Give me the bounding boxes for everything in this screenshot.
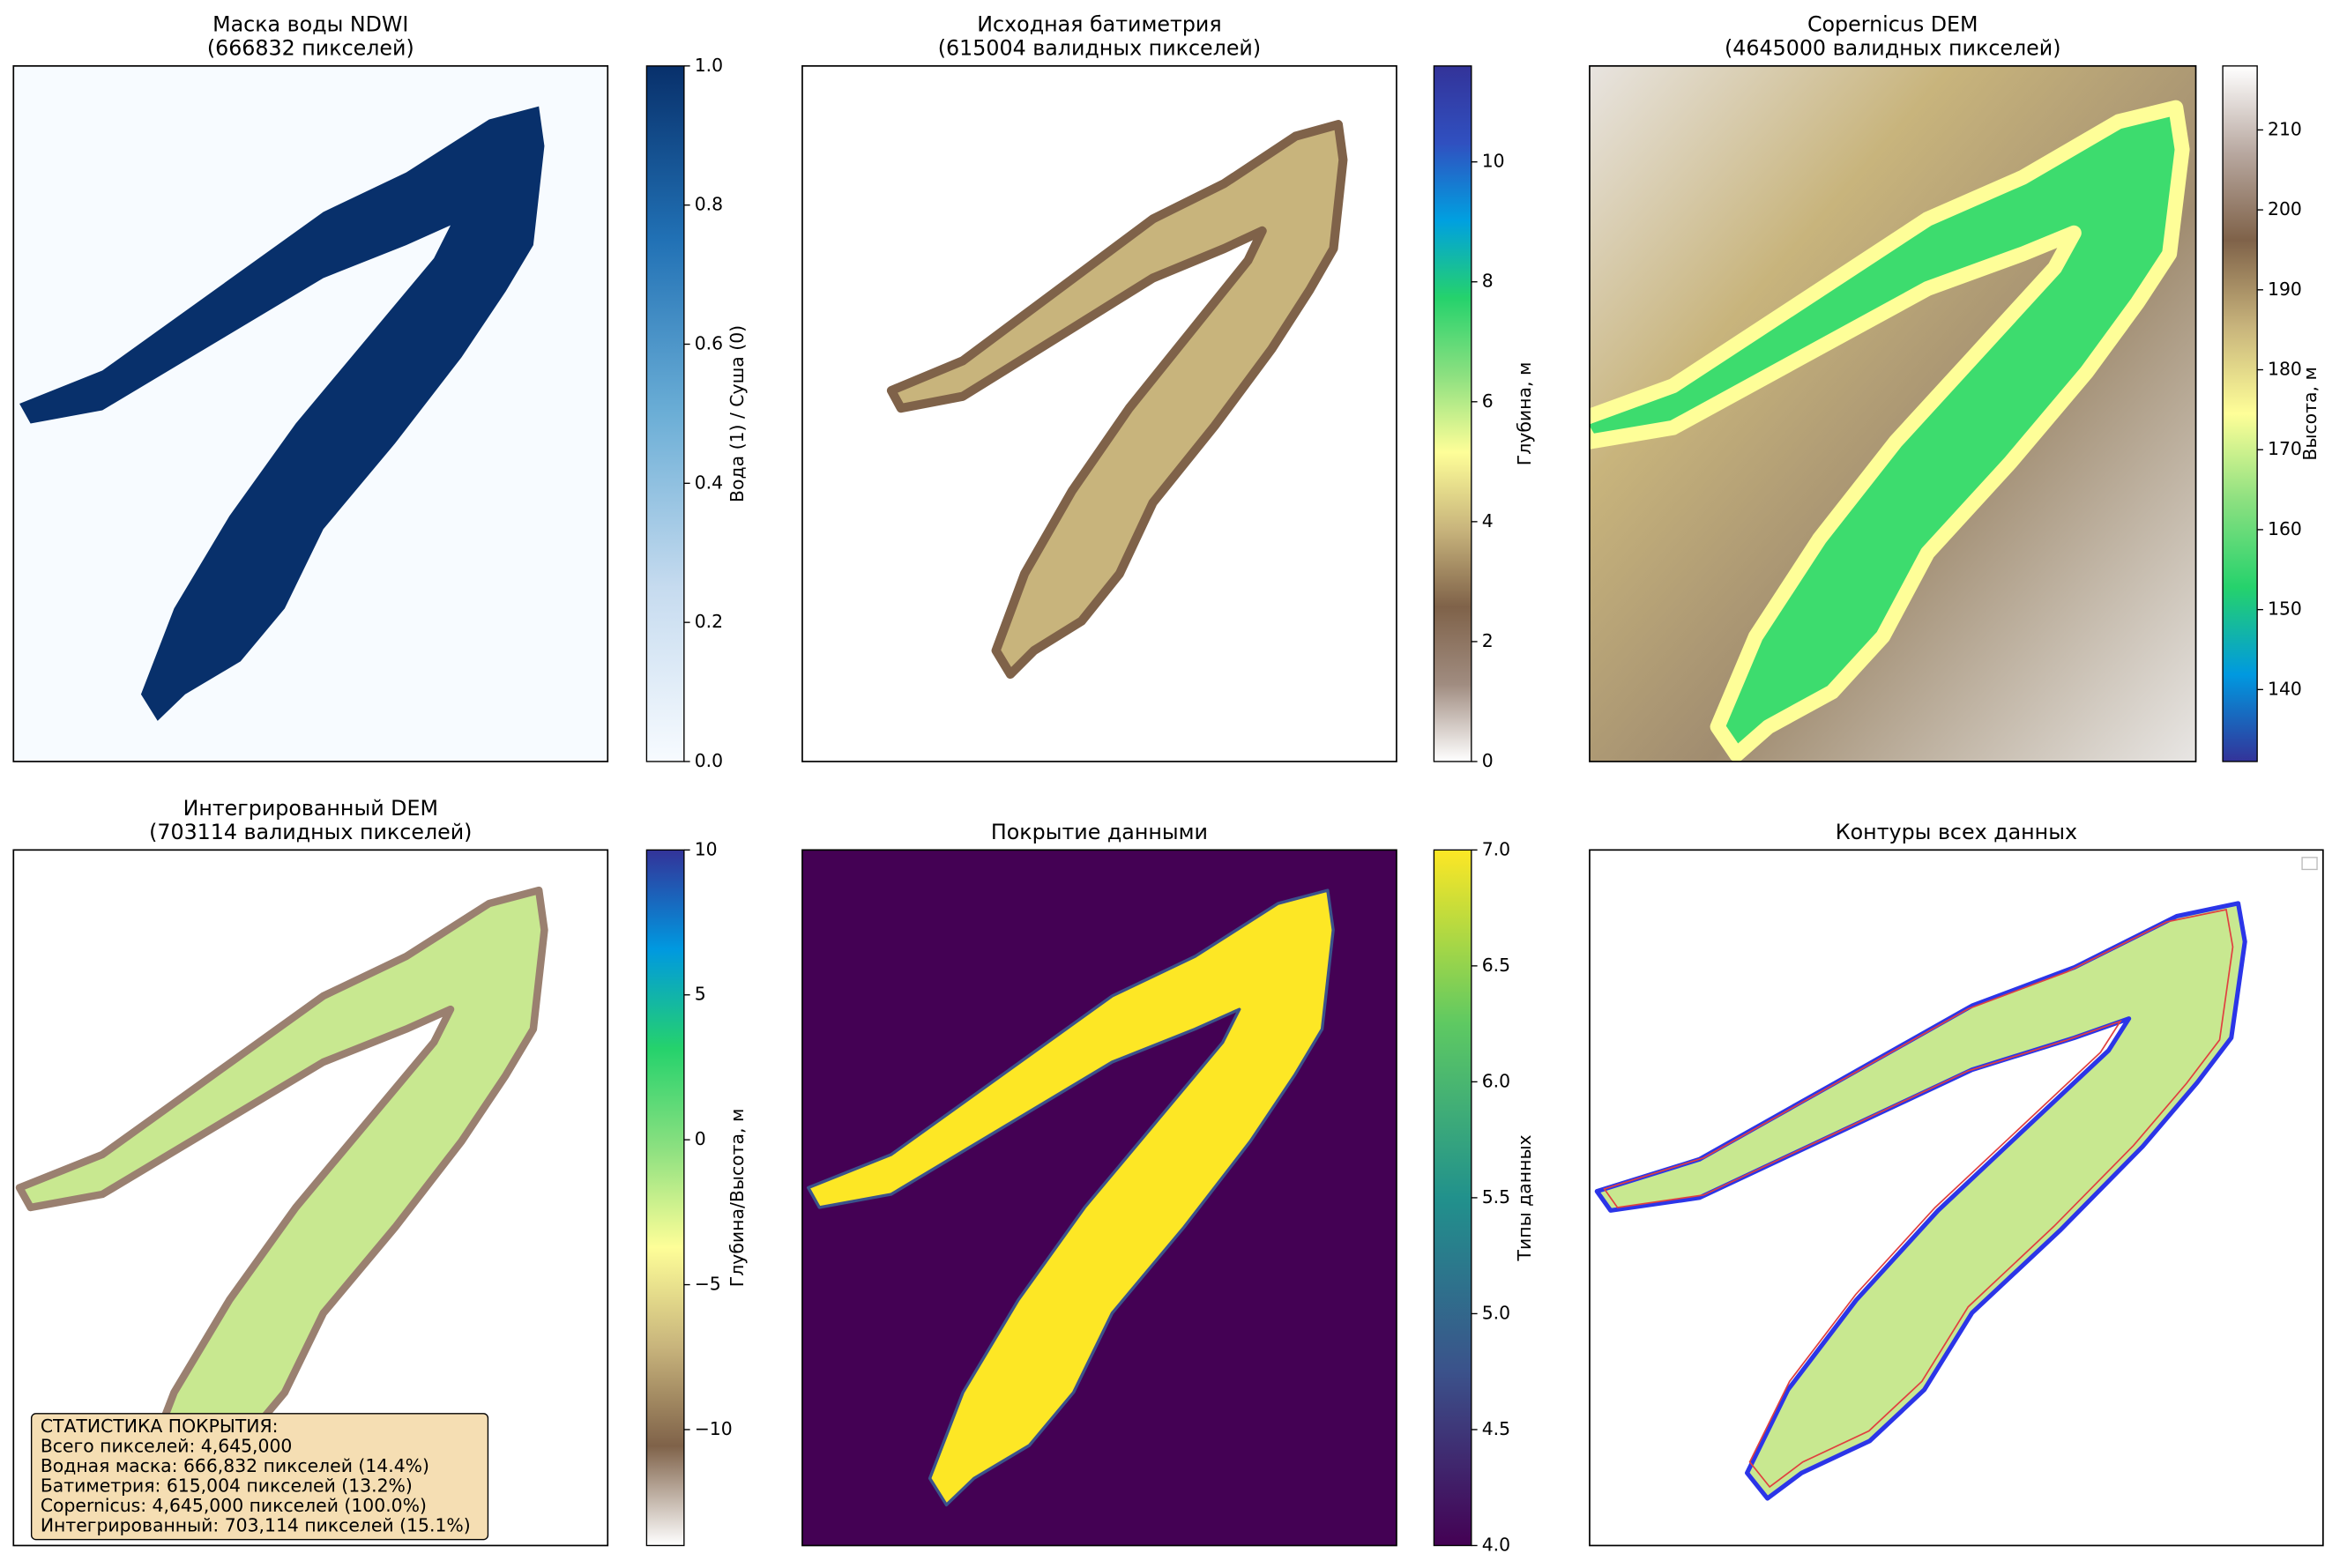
colorbar bbox=[1433, 849, 1472, 1547]
stats-line: СТАТИСТИКА ПОКРЫТИЯ: bbox=[41, 1416, 279, 1437]
colorbar-tick-label: 0 bbox=[1482, 750, 1494, 771]
colorbar-label: Высота, м bbox=[2299, 367, 2321, 461]
colorbar-label: Глубина, м bbox=[1514, 362, 1535, 466]
colorbar-tick-label: 0.8 bbox=[695, 194, 723, 215]
stats-line: Водная маска: 666,832 пикселей (14.4%) bbox=[41, 1455, 429, 1476]
colorbar-tick-label: 10 bbox=[1482, 151, 1505, 172]
colorbar-tick-label: 4.5 bbox=[1482, 1418, 1510, 1439]
chart-title: Покрытие данными bbox=[991, 820, 1208, 844]
colorbar-tick-label: 0.0 bbox=[695, 750, 723, 771]
chart-subtitle: (703114 валидных пикселей) bbox=[149, 820, 472, 844]
colorbar bbox=[2222, 65, 2258, 762]
chart-title: Исходная батиметрия bbox=[977, 11, 1221, 36]
colorbar-label: Вода (1) / Суша (0) bbox=[726, 325, 748, 502]
water-body bbox=[807, 888, 1335, 1507]
colorbar-tick-label: 180 bbox=[2268, 359, 2302, 380]
legend bbox=[2301, 857, 2318, 871]
raster bbox=[1589, 100, 2190, 762]
stats-line: Всего пикселей: 4,645,000 bbox=[41, 1436, 293, 1457]
raster bbox=[807, 888, 1335, 1507]
colorbar bbox=[645, 65, 685, 762]
colorbar-tick-label: 210 bbox=[2268, 118, 2302, 139]
colorbar-label: Типы данных bbox=[1514, 1134, 1535, 1261]
colorbar-tick-label: 140 bbox=[2268, 678, 2302, 699]
colorbar-tick-label: 5.0 bbox=[1482, 1302, 1510, 1323]
colorbar-tick-label: 190 bbox=[2268, 279, 2302, 300]
colorbar-tick-label: 6.5 bbox=[1482, 955, 1510, 976]
colorbar-tick-label: 160 bbox=[2268, 518, 2302, 539]
colorbar-tick-label: 150 bbox=[2268, 598, 2302, 620]
chart-subtitle: (4645000 валидных пикселей) bbox=[1725, 36, 2060, 61]
raster bbox=[19, 106, 545, 721]
colorbar-tick-label: 6 bbox=[1482, 390, 1494, 412]
stats-line: Интегрированный: 703,114 пикселей (15.1%… bbox=[41, 1514, 471, 1535]
colorbar-tick-label: 7.0 bbox=[1482, 838, 1510, 859]
colorbar-tick-label: 0.6 bbox=[695, 332, 723, 353]
stats-line: Батиметрия: 615,004 пикселей (13.2%) bbox=[41, 1475, 413, 1496]
chart-title: Контуры всех данных bbox=[1836, 820, 2077, 844]
raster bbox=[886, 120, 1348, 680]
stats-line: Copernicus: 4,645,000 пикселей (100.0%) bbox=[41, 1495, 427, 1516]
inner-contour bbox=[1603, 909, 2234, 1489]
colorbar-tick-label: 2 bbox=[1482, 630, 1494, 651]
colorbar-tick-label: 200 bbox=[2268, 198, 2302, 219]
colorbar-tick-label: 0.2 bbox=[695, 611, 723, 632]
colorbar-tick-label: 0 bbox=[695, 1128, 706, 1149]
colorbar-tick-label: 1.0 bbox=[695, 55, 723, 76]
colorbar-tick-label: 10 bbox=[695, 838, 718, 859]
colorbar-tick-label: 5.5 bbox=[1482, 1186, 1510, 1208]
colorbar-tick-label: −5 bbox=[695, 1274, 721, 1295]
plot-frame bbox=[801, 849, 1397, 1547]
chart-subtitle: (666832 пикселей) bbox=[207, 36, 414, 61]
water-body bbox=[1589, 100, 2190, 762]
plot-frame bbox=[1589, 64, 2197, 762]
plot-frame bbox=[1589, 849, 2324, 1547]
chart-subtitle: (615004 валидных пикселей) bbox=[938, 36, 1261, 61]
chart-title: Маска воды NDWI bbox=[212, 11, 408, 36]
colorbar-tick-label: 5 bbox=[695, 984, 706, 1005]
colorbar-tick-label: 170 bbox=[2268, 438, 2302, 459]
colorbar-tick-label: −10 bbox=[695, 1418, 733, 1439]
plot-frame bbox=[801, 64, 1397, 762]
water-body bbox=[886, 120, 1348, 680]
plot-frame bbox=[12, 849, 609, 1547]
chart-title: Интегрированный DEM bbox=[183, 796, 438, 821]
plot-frame bbox=[12, 64, 609, 762]
colorbar-tick-label: 4 bbox=[1482, 510, 1494, 531]
colorbar bbox=[1433, 65, 1472, 762]
colorbar-tick-label: 0.4 bbox=[695, 472, 723, 493]
colorbar-tick-label: 6.0 bbox=[1482, 1070, 1510, 1091]
colorbar-label: Глубина/Высота, м bbox=[726, 1109, 748, 1288]
colorbar bbox=[645, 849, 685, 1547]
chart-title: Copernicus DEM bbox=[1807, 11, 1978, 36]
colorbar-tick-label: 4.0 bbox=[1482, 1534, 1510, 1555]
colorbar-tick-label: 8 bbox=[1482, 271, 1494, 292]
raster bbox=[1594, 901, 2247, 1501]
water-body bbox=[19, 106, 545, 721]
stats-box bbox=[30, 1413, 489, 1541]
